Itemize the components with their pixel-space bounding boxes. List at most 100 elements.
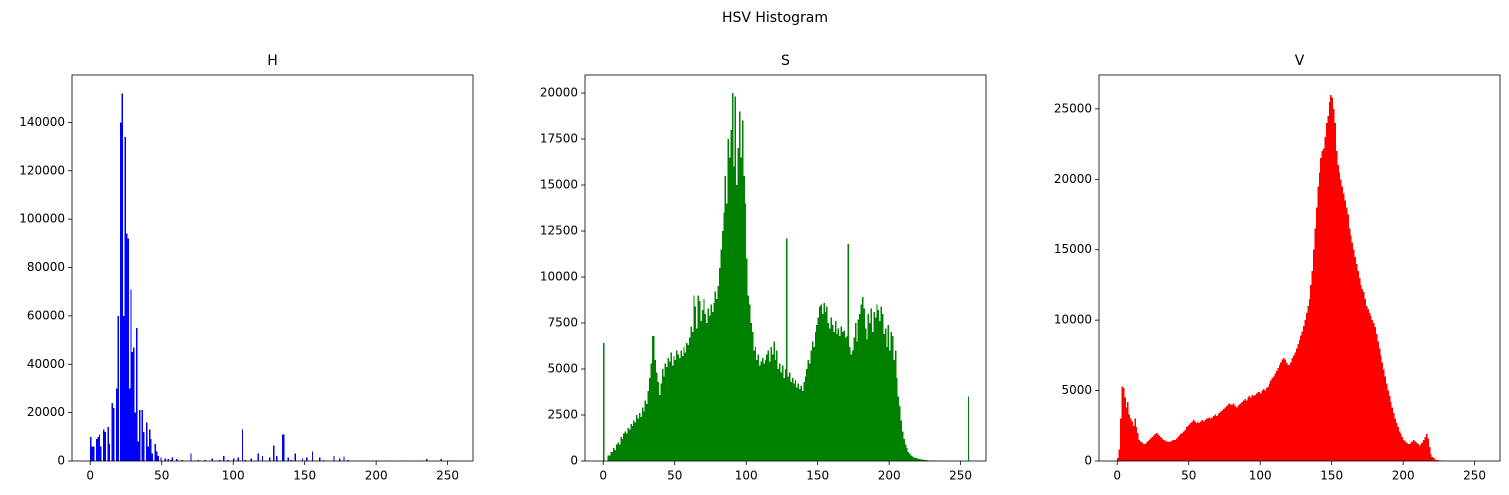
- histogram-bar: [1148, 439, 1151, 461]
- histogram-bar: [653, 335, 655, 461]
- histogram-bar: [1354, 256, 1356, 461]
- histogram-bar: [889, 350, 891, 461]
- histogram-bar: [1391, 407, 1394, 461]
- x-tick-label: 200: [878, 469, 901, 483]
- histogram-bar: [1164, 440, 1166, 461]
- histogram-bar: [1345, 207, 1348, 461]
- histogram-bar: [841, 332, 844, 461]
- histogram-bar: [1128, 414, 1131, 461]
- histogram-bar: [1240, 403, 1242, 461]
- histogram-bar: [877, 310, 880, 461]
- histogram-bar: [1348, 228, 1351, 461]
- histogram-bar: [1318, 172, 1321, 461]
- y-tick-label: 100000: [19, 212, 65, 226]
- histogram-bar: [143, 431, 145, 461]
- histogram-bar: [857, 319, 860, 461]
- histogram-bar: [1198, 422, 1201, 461]
- histogram-bar: [791, 378, 794, 461]
- y-tick-label: 12500: [540, 224, 578, 238]
- histogram-bar: [1132, 425, 1135, 461]
- histogram-bar: [743, 175, 745, 461]
- histogram-bar: [917, 459, 920, 461]
- histogram-bar: [684, 352, 687, 461]
- histogram-bar: [660, 383, 662, 461]
- histogram-bar: [1300, 335, 1302, 461]
- histogram-bar: [227, 459, 229, 461]
- y-tick-label: 40000: [27, 357, 65, 371]
- histogram-bar: [603, 343, 605, 461]
- histogram-bar: [787, 376, 790, 461]
- histogram-bar: [147, 446, 149, 461]
- histogram-bar: [846, 335, 848, 461]
- histogram-bar: [826, 306, 828, 461]
- histogram-bar: [1331, 97, 1334, 462]
- histogram-bar: [786, 238, 788, 461]
- histogram-bar: [1144, 444, 1146, 461]
- histogram-bar: [1228, 403, 1231, 461]
- histogram-bar: [747, 295, 750, 461]
- histogram-bar: [1122, 387, 1125, 461]
- histogram-bar: [273, 445, 275, 461]
- histogram-bar: [817, 317, 820, 461]
- histogram-bar: [1181, 432, 1183, 461]
- histogram-bar: [733, 166, 735, 462]
- histogram-bar: [148, 429, 151, 461]
- histogram-bar: [780, 372, 782, 461]
- histogram-bar: [716, 299, 718, 461]
- histogram-bar: [739, 111, 741, 461]
- histogram-bar: [1194, 421, 1196, 461]
- histogram-bar: [779, 363, 781, 461]
- histogram-bar: [1197, 421, 1199, 461]
- histogram-bar: [1393, 413, 1395, 461]
- histogram-bar: [283, 434, 285, 461]
- histogram-bar: [154, 444, 156, 461]
- histogram-bar: [677, 354, 679, 461]
- x-tick-label: 250: [949, 469, 972, 483]
- histogram-bar: [821, 313, 824, 461]
- histogram-bar: [894, 350, 897, 461]
- histogram-bar: [1307, 306, 1309, 461]
- histogram-bar: [827, 323, 830, 461]
- histogram-bar: [717, 286, 720, 461]
- histogram-bar: [1131, 421, 1133, 461]
- histogram-bar: [636, 415, 638, 461]
- histogram-bar: [1335, 151, 1338, 462]
- histogram-bar: [621, 438, 624, 461]
- histogram-bar: [1413, 439, 1415, 461]
- histogram-bar: [257, 453, 259, 461]
- histogram-bar: [611, 451, 614, 461]
- histogram-bar: [241, 429, 244, 461]
- histogram-bar: [767, 350, 770, 461]
- histogram-bar: [721, 231, 724, 461]
- histogram-bar: [121, 93, 124, 461]
- histogram-bar: [614, 449, 617, 461]
- histogram-bar: [1270, 380, 1272, 461]
- histogram-bar: [1121, 386, 1123, 461]
- histogram-bar: [1162, 439, 1165, 461]
- histogram-bar: [734, 96, 737, 461]
- histogram-bar: [831, 324, 834, 461]
- histogram-bar: [1170, 441, 1172, 461]
- histogram-bar: [807, 359, 810, 461]
- histogram-bar: [1204, 420, 1206, 461]
- histogram-bar: [704, 313, 707, 461]
- histogram-bar: [1241, 401, 1244, 461]
- histogram-bar: [1418, 445, 1421, 461]
- histogram-bar: [1245, 400, 1248, 461]
- histogram-bar: [145, 422, 148, 461]
- histogram-bar: [440, 459, 442, 461]
- y-tick-label: 20000: [1054, 172, 1092, 186]
- histogram-bar: [804, 376, 807, 461]
- histogram-bar: [809, 363, 811, 461]
- histogram-bar: [893, 359, 895, 461]
- histogram-bar: [1268, 383, 1271, 461]
- histogram-bar: [1388, 396, 1391, 461]
- histogram-bar: [661, 369, 664, 461]
- histogram-bar: [626, 433, 628, 461]
- histogram-bar: [1353, 249, 1355, 461]
- histogram-bar: [1428, 446, 1431, 461]
- histogram-bar: [656, 372, 658, 461]
- histogram-bar: [740, 157, 742, 461]
- histogram-bar: [237, 457, 239, 461]
- histogram-bar: [919, 459, 921, 461]
